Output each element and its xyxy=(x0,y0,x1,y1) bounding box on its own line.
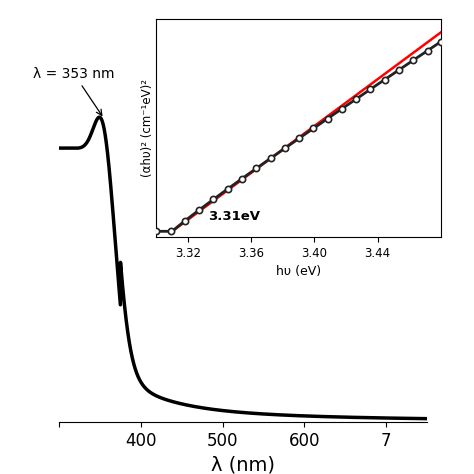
Text: λ = 353 nm: λ = 353 nm xyxy=(33,67,115,115)
Y-axis label: (αhυ)² (cm⁻¹eV)²: (αhυ)² (cm⁻¹eV)² xyxy=(141,79,154,177)
X-axis label: hυ (eV): hυ (eV) xyxy=(276,265,321,278)
Text: 3.31eV: 3.31eV xyxy=(209,210,261,223)
X-axis label: λ (nm): λ (nm) xyxy=(211,455,275,474)
